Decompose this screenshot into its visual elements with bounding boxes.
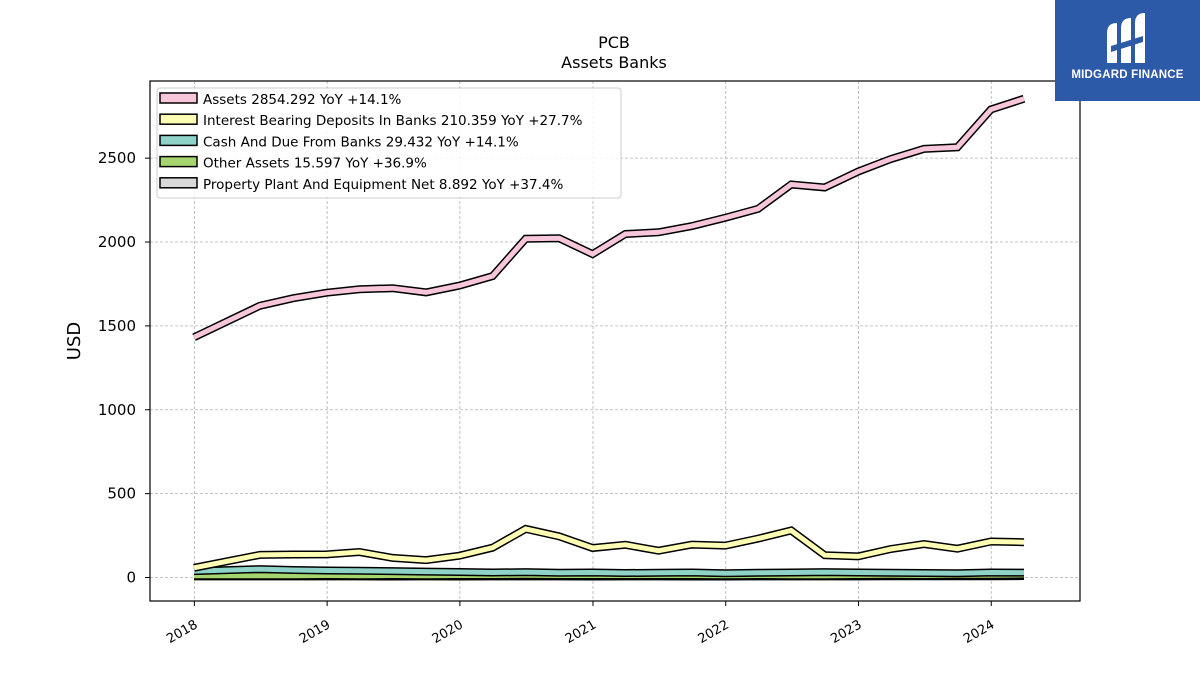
legend-swatch-1: [159, 113, 198, 125]
logo-text: MIDGARD FINANCE: [1071, 69, 1184, 81]
legend-label-2: Cash And Due From Banks 29.432 YoY +14.1…: [203, 134, 519, 150]
legend-swatch-2: [159, 134, 198, 147]
x-tick-label: 2020: [430, 617, 466, 647]
x-tick-label: 2024: [961, 617, 997, 647]
legend-label-3: Other Assets 15.597 YoY +36.9%: [203, 156, 427, 172]
y-tick-label: 1500: [98, 317, 136, 335]
x-tick-label: 2019: [297, 617, 333, 647]
x-tick-label: 2018: [164, 617, 200, 647]
y-tick-label: 2000: [98, 233, 136, 251]
legend-label-1: Interest Bearing Deposits In Banks 210.3…: [203, 113, 583, 129]
series-layer: [192, 94, 1026, 581]
y-axis-label: USD: [64, 322, 85, 360]
y-tick-label: 1000: [98, 401, 136, 419]
y-tick-label: 500: [107, 485, 136, 503]
chart-subtitle: Assets Banks: [561, 53, 667, 72]
plot-area: [149, 80, 1081, 602]
x-tick-label: 2021: [563, 617, 599, 647]
y-tick-label: 2500: [98, 149, 136, 167]
series-line-2: [193, 566, 1025, 576]
legend: Assets 2854.292 YoY +14.1% Interest Beari…: [156, 87, 622, 199]
chart-title: PCB: [598, 33, 630, 52]
midgard-finance-logo: MIDGARD FINANCE: [1055, 0, 1200, 101]
legend-box: [156, 87, 622, 199]
legend-swatch-3: [159, 155, 198, 168]
y-tick-label: 0: [126, 569, 136, 587]
legend-swatch-0: [159, 92, 198, 104]
midgard-logo-icon: [1107, 13, 1145, 63]
series-line-0: [192, 96, 1025, 340]
legend-swatch-4: [159, 177, 198, 189]
x-tick-label: 2022: [696, 617, 732, 647]
series-line-1: [193, 526, 1025, 571]
legend-label-0: Assets 2854.292 YoY +14.1%: [203, 92, 402, 108]
legend-label-4: Property Plant And Equipment Net 8.892 Y…: [203, 177, 563, 193]
x-tick-label: 2023: [828, 617, 864, 647]
